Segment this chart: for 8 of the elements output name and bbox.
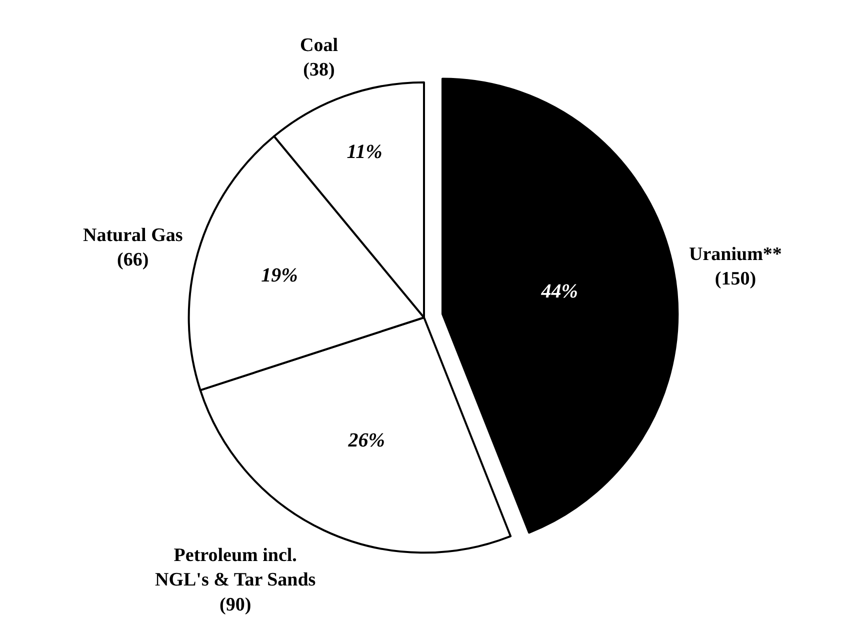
data-label: 11% [346, 141, 382, 164]
slice-label: Petroleum incl. NGL's & Tar Sands (90) [155, 545, 316, 616]
slice-label: Coal (38) [300, 35, 338, 81]
slice-label: Uranium** (150) [689, 244, 782, 290]
slice-label: Natural Gas (66) [83, 225, 183, 271]
data-label: 44% [540, 280, 578, 303]
data-label: 26% [347, 430, 385, 452]
data-label: 19% [261, 264, 298, 286]
